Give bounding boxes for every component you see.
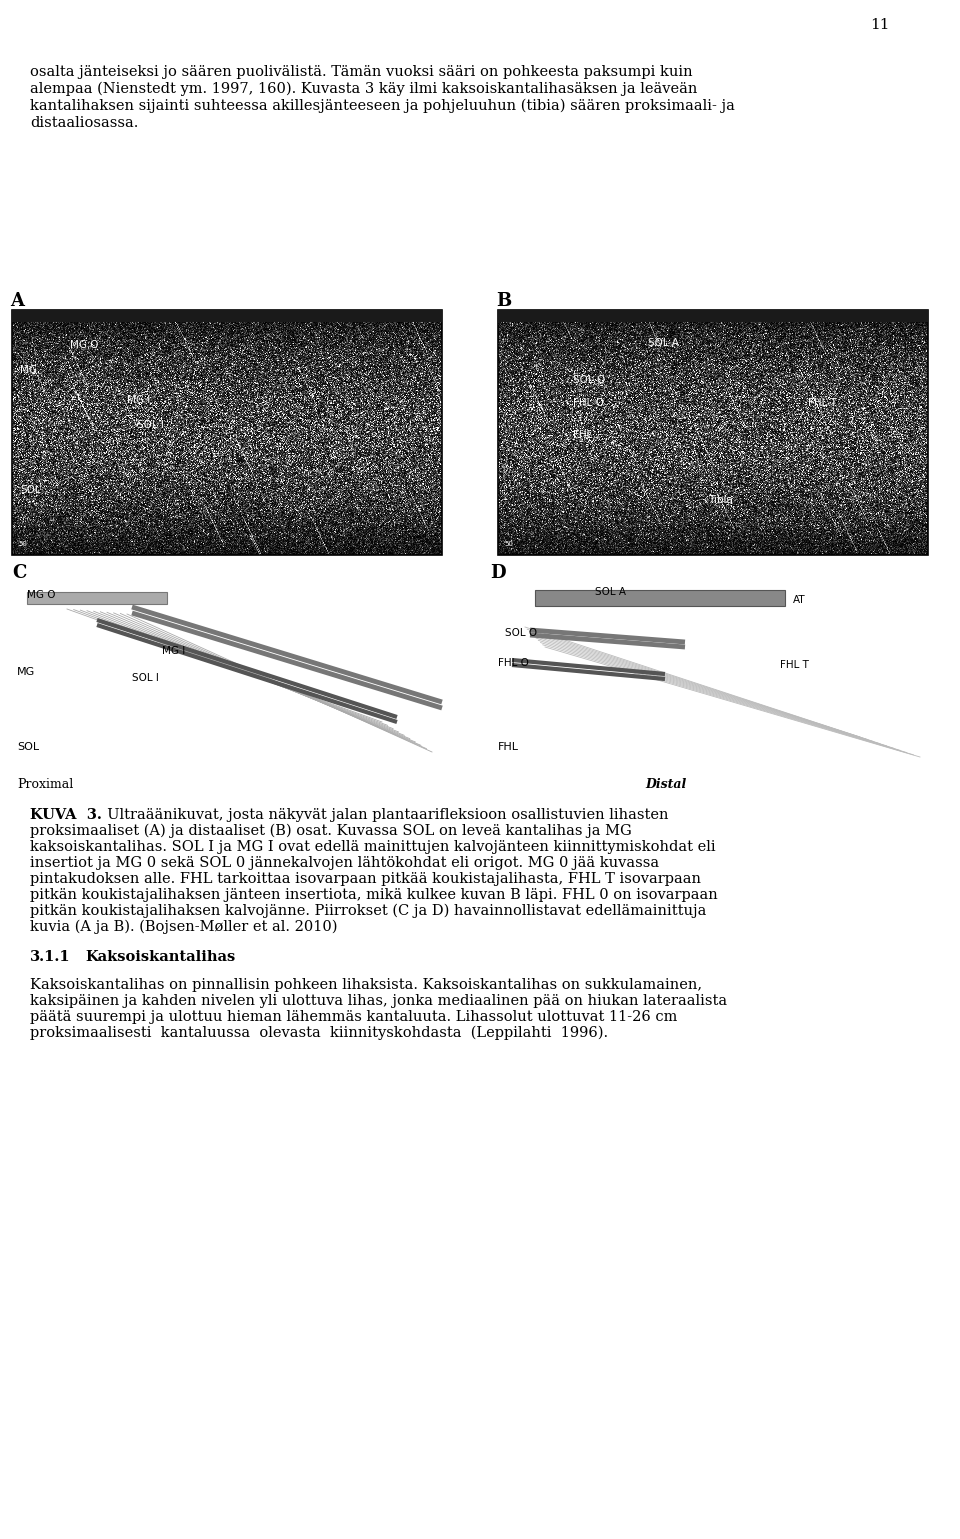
Text: pintakudoksen alle. FHL tarkoittaa isovarpaan pitkää koukistajalihasta, FHL T is: pintakudoksen alle. FHL tarkoittaa isova… <box>30 873 701 886</box>
Text: FHL O: FHL O <box>573 399 604 408</box>
Text: SOL A: SOL A <box>648 339 679 348</box>
Text: MG O: MG O <box>27 589 56 600</box>
Text: Kaksoiskantalihas on pinnallisin pohkeen lihaksista. Kaksoiskantalihas on sukkul: Kaksoiskantalihas on pinnallisin pohkeen… <box>30 977 702 993</box>
Text: AT: AT <box>793 596 805 605</box>
Text: MG I: MG I <box>127 396 151 405</box>
Text: SOL I: SOL I <box>137 420 164 429</box>
Text: SOL A: SOL A <box>595 586 626 597</box>
Text: kuvia (A ja B). (Bojsen-Møller et al. 2010): kuvia (A ja B). (Bojsen-Møller et al. 20… <box>30 920 338 934</box>
Text: MG: MG <box>17 666 36 677</box>
Text: SOL O: SOL O <box>505 628 538 639</box>
Text: 50: 50 <box>504 542 513 546</box>
Text: FHL: FHL <box>498 742 519 753</box>
Text: SOL: SOL <box>20 485 40 496</box>
Text: KUVA  3.: KUVA 3. <box>30 808 102 822</box>
Text: C: C <box>12 563 26 582</box>
Text: osalta jänteiseksi jo säären puolivälistä. Tämän vuoksi sääri on pohkeesta paksu: osalta jänteiseksi jo säären puolivälist… <box>30 65 692 78</box>
Text: SOL: SOL <box>17 742 39 753</box>
Text: Proximal: Proximal <box>17 779 73 791</box>
Bar <box>12 309 442 556</box>
Text: Distal: Distal <box>645 779 686 791</box>
Text: Kaksoiskantalihas: Kaksoiskantalihas <box>85 950 235 963</box>
Text: Ultraäänikuvat, josta näkyvät jalan plantaarifleksioon osallistuvien lihasten: Ultraäänikuvat, josta näkyvät jalan plan… <box>98 808 668 822</box>
Text: FHL T: FHL T <box>808 399 837 408</box>
Bar <box>498 309 928 556</box>
Text: kantalihaksen sijainti suhteessa akillesjänteeseen ja pohjeluuhun (tibia) säären: kantalihaksen sijainti suhteessa akilles… <box>30 98 734 114</box>
Text: insertiot ja MG 0 sekä SOL 0 jännekalvojen lähtökohdat eli origot. MG 0 jää kuva: insertiot ja MG 0 sekä SOL 0 jännekalvoj… <box>30 856 660 870</box>
Text: SOL O: SOL O <box>573 376 605 385</box>
Text: pitkän koukistajalihaksen kalvojänne. Piirrokset (C ja D) havainnollistavat edel: pitkän koukistajalihaksen kalvojänne. Pi… <box>30 903 707 919</box>
Text: SOL I: SOL I <box>132 673 158 683</box>
Bar <box>535 589 785 606</box>
Text: distaaliosassa.: distaaliosassa. <box>30 115 138 129</box>
Text: FHL: FHL <box>573 429 592 440</box>
Text: kaksoiskantalihas. SOL I ja MG I ovat edellä mainittujen kalvojänteen kiinnittym: kaksoiskantalihas. SOL I ja MG I ovat ed… <box>30 840 715 854</box>
Text: proksimaaliset (A) ja distaaliset (B) osat. Kuvassa SOL on leveä kantalihas ja M: proksimaaliset (A) ja distaaliset (B) os… <box>30 823 632 839</box>
Bar <box>27 593 167 603</box>
Text: pitkän koukistajalihaksen jänteen insertiota, mikä kulkee kuvan B läpi. FHL 0 on: pitkän koukistajalihaksen jänteen insert… <box>30 888 718 902</box>
Text: 3.1.1: 3.1.1 <box>30 950 71 963</box>
Text: B: B <box>496 292 512 309</box>
Text: MG: MG <box>20 365 37 376</box>
Text: 50: 50 <box>18 542 27 546</box>
Text: proksimaalisesti  kantaluussa  olevasta  kiinnityskohdasta  (Leppilahti  1996).: proksimaalisesti kantaluussa olevasta ki… <box>30 1027 608 1040</box>
Text: FHL O: FHL O <box>498 659 529 668</box>
Text: FHL T: FHL T <box>780 660 809 669</box>
Text: Tibia: Tibia <box>708 496 732 505</box>
Text: 11: 11 <box>870 18 890 32</box>
Text: kaksipäinen ja kahden nivelen yli ulottuva lihas, jonka mediaalinen pää on hiuka: kaksipäinen ja kahden nivelen yli ulottu… <box>30 994 727 1008</box>
Text: MG I: MG I <box>162 646 185 656</box>
Text: A: A <box>10 292 24 309</box>
Text: D: D <box>490 563 506 582</box>
Bar <box>498 309 928 322</box>
Text: päätä suurempi ja ulottuu hieman lähemmäs kantaluuta. Lihassolut ulottuvat 11-26: päätä suurempi ja ulottuu hieman lähemmä… <box>30 1010 678 1023</box>
Bar <box>12 309 442 322</box>
Text: MG O: MG O <box>70 340 99 349</box>
Text: alempaa (Nienstedt ym. 1997, 160). Kuvasta 3 käy ilmi kaksoiskantalihasäksen ja : alempaa (Nienstedt ym. 1997, 160). Kuvas… <box>30 82 697 97</box>
